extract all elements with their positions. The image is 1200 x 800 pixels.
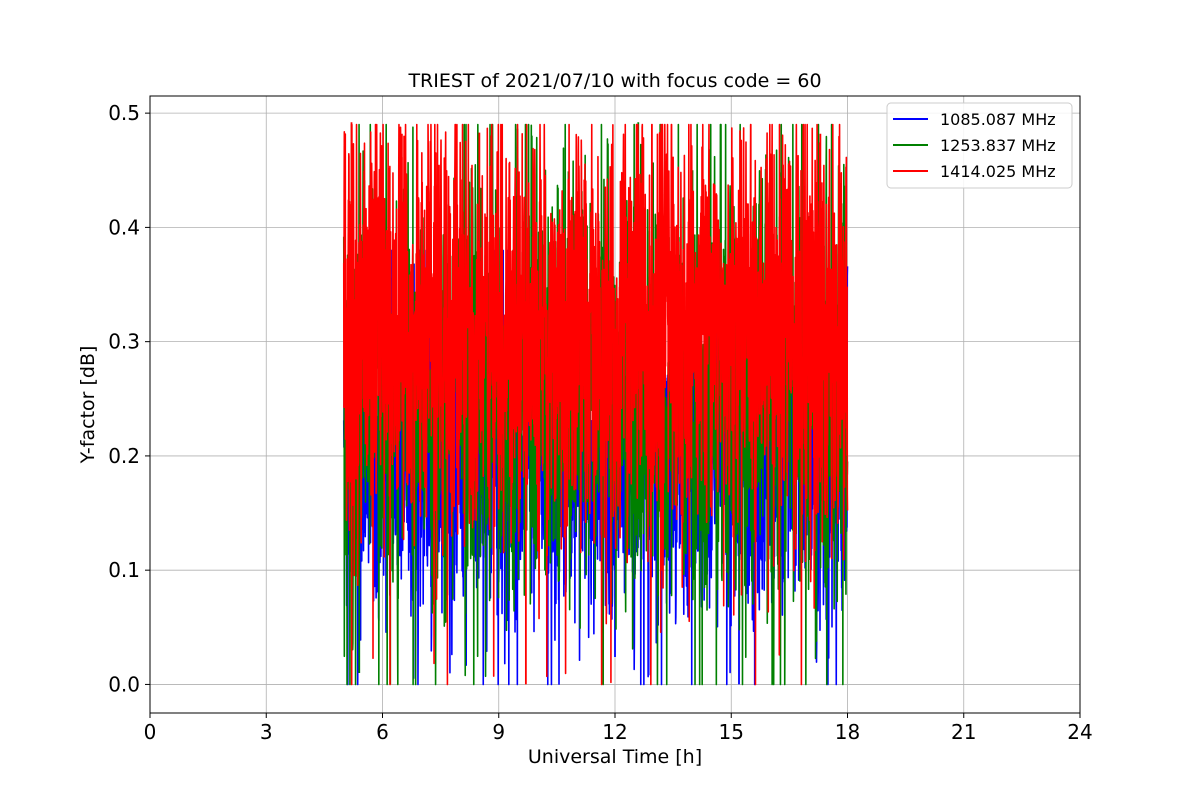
x-tick-label: 3 <box>260 720 273 744</box>
x-tick-label: 0 <box>144 720 157 744</box>
x-axis-label: Universal Time [h] <box>528 746 702 768</box>
x-tick-label: 24 <box>1067 720 1092 744</box>
legend: 1085.087 MHz 1253.837 MHz 1414.025 MHz <box>886 102 1073 189</box>
series-layer <box>342 122 849 686</box>
x-tick-label: 9 <box>492 720 505 744</box>
y-tick-label: 0.0 <box>108 672 140 696</box>
legend-entry: 1085.087 MHz <box>940 110 1056 129</box>
x-tick-label: 12 <box>602 720 627 744</box>
legend-entry: 1253.837 MHz <box>940 136 1056 155</box>
series-line <box>342 123 849 686</box>
y-axis: 0.0 0.1 0.2 0.3 0.4 0.5 <box>108 101 150 696</box>
x-tick-label: 6 <box>376 720 389 744</box>
y-tick-label: 0.5 <box>108 101 140 125</box>
y-tick-label: 0.2 <box>108 444 140 468</box>
x-axis: 0 3 6 9 12 15 18 21 24 <box>144 713 1093 744</box>
legend-box <box>886 102 1073 189</box>
legend-entry: 1414.025 MHz <box>940 162 1056 181</box>
y-tick-label: 0.3 <box>108 330 140 354</box>
x-tick-label: 15 <box>719 720 744 744</box>
x-tick-label: 21 <box>951 720 976 744</box>
chart-title: TRIEST of 2021/07/10 with focus code = 6… <box>407 70 821 92</box>
y-tick-label: 0.1 <box>108 558 140 582</box>
x-tick-label: 18 <box>835 720 860 744</box>
y-axis-label: Y-factor [dB] <box>77 346 99 465</box>
y-tick-label: 0.4 <box>108 215 140 239</box>
